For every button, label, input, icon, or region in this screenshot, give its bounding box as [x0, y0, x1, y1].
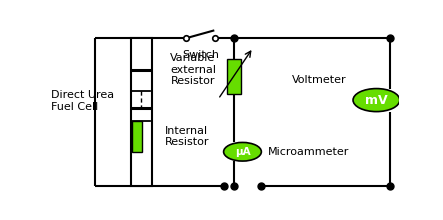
- Text: Microammeter: Microammeter: [268, 147, 350, 157]
- Circle shape: [224, 142, 261, 161]
- Bar: [132, 121, 142, 152]
- Text: mV: mV: [365, 94, 388, 106]
- Text: Switch: Switch: [182, 50, 219, 60]
- Circle shape: [353, 89, 400, 112]
- Text: Variable
external
Resistor: Variable external Resistor: [171, 53, 216, 86]
- Text: Voltmeter: Voltmeter: [291, 75, 346, 85]
- Bar: [227, 59, 241, 94]
- Text: Direct Urea
Fuel Cell: Direct Urea Fuel Cell: [51, 90, 114, 112]
- Text: Internal
Resistor: Internal Resistor: [165, 126, 210, 147]
- Bar: [131, 38, 152, 186]
- Text: μA: μA: [235, 147, 250, 157]
